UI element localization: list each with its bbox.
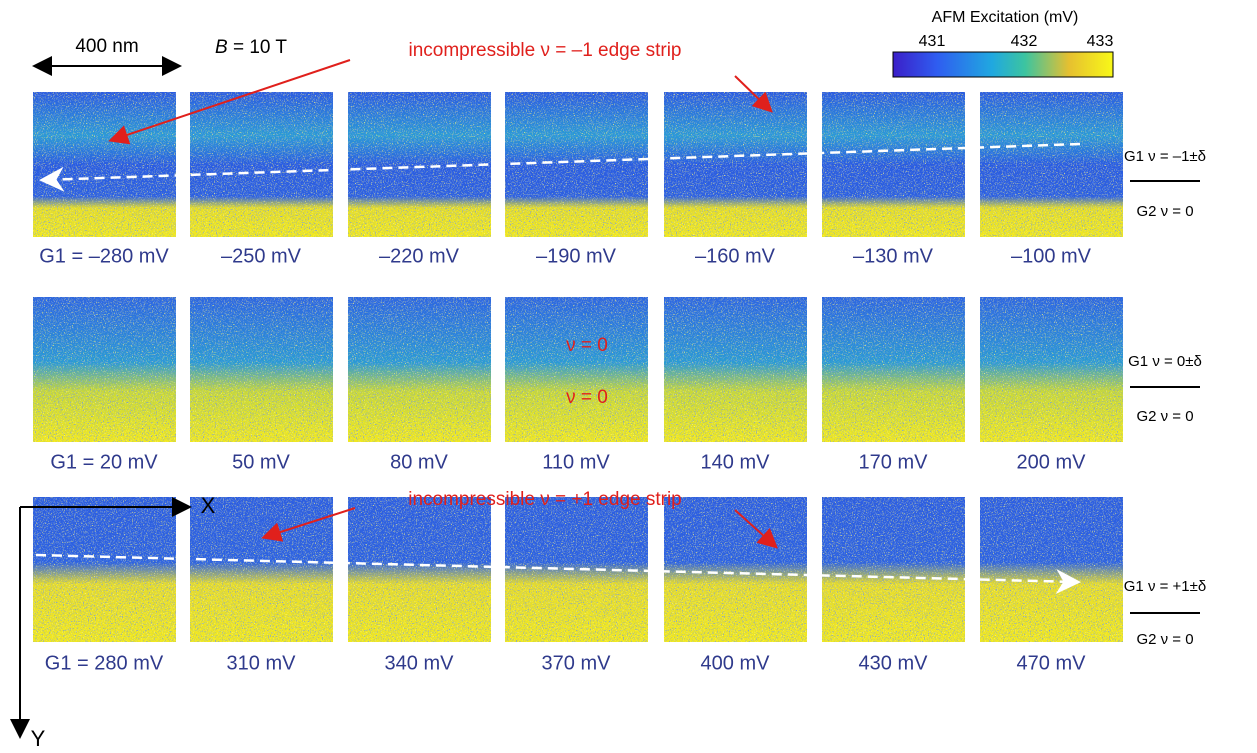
field-label: B = 10 T [215, 37, 287, 58]
annotation: incompressible ν = –1 edge strip [408, 40, 681, 61]
arrow [108, 59, 351, 145]
scale-label: 400 nm [75, 36, 138, 57]
panel-label: 200 mV [1017, 451, 1087, 473]
state-top: G1 ν = 0±δ [1128, 353, 1202, 370]
state-top: G1 ν = +1±δ [1124, 578, 1206, 595]
panel-texture [505, 497, 648, 642]
panel-label: –190 mV [536, 245, 617, 267]
panel-label: 340 mV [385, 652, 455, 674]
panel-label: 110 mV [542, 451, 610, 473]
panel-texture [505, 92, 648, 237]
state-bottom: G2 ν = 0 [1136, 203, 1193, 220]
panel-texture [33, 497, 176, 642]
panel-texture [348, 497, 491, 642]
state-bottom: G2 ν = 0 [1136, 408, 1193, 425]
panel-label: 310 mV [227, 652, 297, 674]
state-top: G1 ν = –1±δ [1124, 148, 1206, 165]
panel-label: –160 mV [695, 245, 776, 267]
colorbar [892, 51, 1114, 78]
panel-label: G1 = 280 mV [45, 652, 164, 674]
panel-texture [505, 297, 648, 442]
panel-label: 140 mV [701, 451, 771, 473]
edge-line [35, 553, 1081, 594]
panel-texture [664, 497, 807, 642]
y-axis-label: Y [31, 726, 46, 751]
panel-label: 470 mV [1017, 652, 1087, 674]
panel-label: G1 = –280 mV [39, 245, 169, 267]
panel-label: 370 mV [542, 652, 612, 674]
panel-label: G1 = 20 mV [50, 451, 158, 473]
panels [33, 92, 1123, 642]
panel-texture [980, 497, 1123, 642]
panel-texture [190, 297, 333, 442]
colorbar-tick: 432 [1011, 33, 1038, 50]
panel-label: 430 mV [859, 652, 929, 674]
nu-label: ν = 0 [566, 387, 608, 408]
panel-label: 400 mV [701, 652, 771, 674]
panel-label: 170 mV [859, 451, 929, 473]
panel-texture [822, 92, 965, 237]
colorbar-title: AFM Excitation (mV) [932, 9, 1079, 26]
arrow [734, 509, 778, 549]
panel-label: –220 mV [379, 245, 460, 267]
annotation: incompressible ν = +1 edge strip [408, 489, 682, 510]
state-bottom: G2 ν = 0 [1136, 631, 1193, 648]
panel-texture [348, 297, 491, 442]
panel-texture [980, 297, 1123, 442]
panel-texture [822, 297, 965, 442]
field-symbol: B [215, 37, 228, 58]
panel-label: 50 mV [232, 451, 290, 473]
panel-texture [190, 92, 333, 237]
nu-label: ν = 0 [566, 335, 608, 356]
panel-label: –250 mV [221, 245, 302, 267]
panel-label: –130 mV [853, 245, 934, 267]
panel-label: 80 mV [390, 451, 448, 473]
panel-texture [33, 92, 176, 237]
panel-texture [822, 497, 965, 642]
colorbar-tick: 431 [919, 33, 946, 50]
x-axis-label: X [201, 493, 216, 518]
edge-line [39, 142, 1081, 192]
arrow [734, 75, 773, 113]
colorbar-tick: 433 [1087, 33, 1114, 50]
panel-texture [33, 297, 176, 442]
panel-texture [190, 497, 333, 642]
field-value: = 10 T [228, 37, 288, 58]
arrow [261, 507, 356, 542]
panel-label: –100 mV [1011, 245, 1092, 267]
panel-texture [664, 297, 807, 442]
panel-texture [664, 92, 807, 237]
panel-texture [980, 92, 1123, 237]
